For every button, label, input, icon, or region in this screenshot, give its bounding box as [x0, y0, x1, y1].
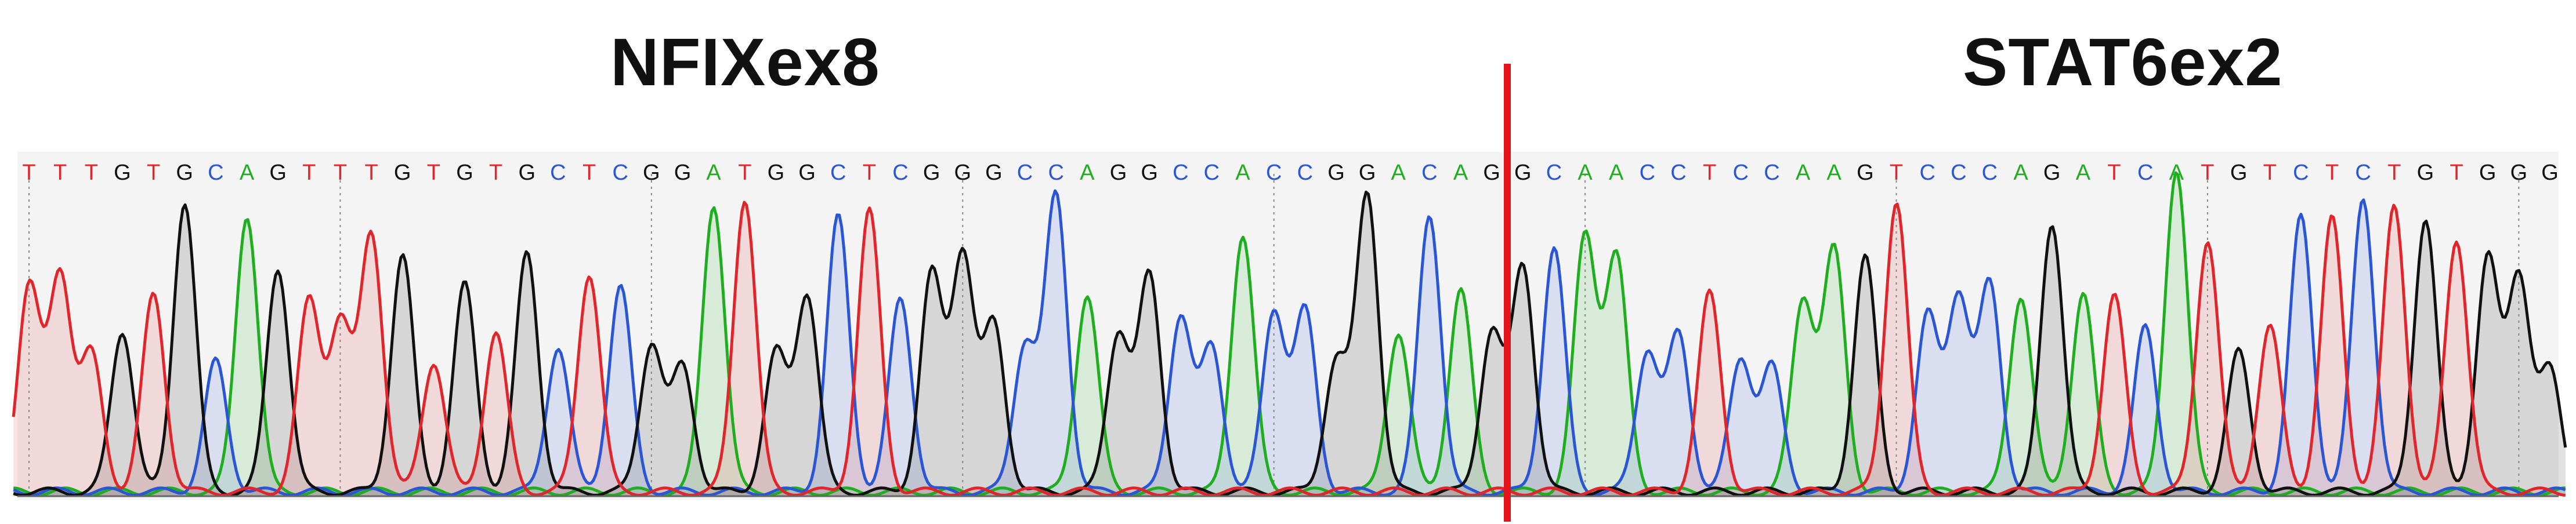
base-call: G	[519, 161, 536, 185]
base-call: C	[892, 161, 908, 185]
base-call: G	[2479, 161, 2497, 185]
left-fusion-partner-label: NFIXex8	[610, 24, 880, 100]
base-call: G	[1857, 161, 1874, 185]
base-call: G	[1327, 161, 1345, 185]
base-call: T	[85, 161, 98, 185]
base-call: A	[2169, 161, 2184, 185]
base-call: A	[1453, 161, 1468, 185]
base-call: G	[985, 161, 1003, 185]
base-call: C	[1733, 161, 1749, 185]
base-call: G	[768, 161, 785, 185]
base-call: A	[1391, 161, 1406, 185]
base-call: T	[147, 161, 160, 185]
base-call: G	[394, 161, 411, 185]
base-call: C	[1204, 161, 1220, 185]
base-call: G	[1110, 161, 1127, 185]
base-call: T	[2263, 161, 2277, 185]
base-call: A	[2076, 161, 2091, 185]
base-call: C	[2137, 161, 2153, 185]
base-call: T	[863, 161, 876, 185]
base-call: G	[2417, 161, 2434, 185]
base-call: G	[2230, 161, 2248, 185]
base-call: T	[334, 161, 347, 185]
base-call: C	[1670, 161, 1686, 185]
base-call: C	[1048, 161, 1063, 185]
base-call: T	[2450, 161, 2463, 185]
base-call: C	[2355, 161, 2371, 185]
base-call: G	[674, 161, 692, 185]
base-call: T	[489, 161, 502, 185]
base-call: T	[2201, 161, 2214, 185]
base-call: C	[1173, 161, 1188, 185]
base-call: T	[302, 161, 316, 185]
gridlines	[28, 174, 2520, 493]
base-call: G	[923, 161, 940, 185]
base-call: A	[1609, 161, 1624, 185]
right-fusion-partner-label: STAT6ex2	[1963, 24, 2283, 100]
base-call: G	[269, 161, 287, 185]
base-call: C	[1764, 161, 1779, 185]
trace-c	[13, 189, 2566, 497]
peak-fill-c	[13, 191, 2566, 497]
base-call: G	[1141, 161, 1158, 185]
base-call: T	[1703, 161, 1716, 185]
trace-t	[12, 201, 2566, 497]
base-call: T	[738, 161, 751, 185]
trace-panel-background	[17, 152, 2559, 500]
base-call: C	[1919, 161, 1935, 185]
base-call: A	[1235, 161, 1250, 185]
base-call: T	[22, 161, 35, 185]
base-call: C	[208, 161, 223, 185]
base-call: G	[1359, 161, 1376, 185]
base-call: T	[2325, 161, 2339, 185]
base-call: G	[2541, 161, 2559, 185]
base-call: A	[706, 161, 721, 185]
peak-fills	[13, 173, 2566, 497]
base-call: C	[550, 161, 566, 185]
base-call: C	[1297, 161, 1313, 185]
base-call: T	[427, 161, 440, 185]
base-call: A	[1796, 161, 1811, 185]
base-call: G	[643, 161, 660, 185]
base-call: C	[1640, 161, 1655, 185]
base-call: C	[1266, 161, 1282, 185]
base-call: C	[1421, 161, 1437, 185]
base-call: G	[798, 161, 816, 185]
base-call: G	[114, 161, 131, 185]
base-call: G	[176, 161, 193, 185]
base-call: G	[2510, 161, 2528, 185]
base-call: C	[2293, 161, 2309, 185]
base-call: T	[2387, 161, 2401, 185]
base-call: C	[1546, 161, 1562, 185]
base-call: A	[1080, 161, 1095, 185]
base-call: C	[1982, 161, 1998, 185]
base-call: A	[2013, 161, 2028, 185]
base-call: G	[1514, 161, 1532, 185]
peak-fill-a	[13, 173, 2566, 496]
base-call: C	[1017, 161, 1033, 185]
base-call: T	[53, 161, 67, 185]
base-call: C	[830, 161, 846, 185]
peak-fill-g	[13, 192, 2566, 496]
trace-lines	[12, 171, 2567, 497]
base-call: A	[1827, 161, 1842, 185]
base-call: C	[612, 161, 628, 185]
base-call: G	[456, 161, 473, 185]
base-call: T	[1890, 161, 1903, 185]
peak-fill-t	[13, 202, 2566, 496]
trace-a	[13, 171, 2566, 497]
base-call: A	[1578, 161, 1593, 185]
base-call: G	[1483, 161, 1500, 185]
base-call: A	[240, 161, 255, 185]
base-call: T	[583, 161, 596, 185]
base-call: G	[2043, 161, 2061, 185]
base-call: T	[2107, 161, 2121, 185]
trace-g	[13, 190, 2567, 497]
base-call: C	[1951, 161, 1966, 185]
base-call: G	[954, 161, 972, 185]
base-call: T	[364, 161, 378, 185]
